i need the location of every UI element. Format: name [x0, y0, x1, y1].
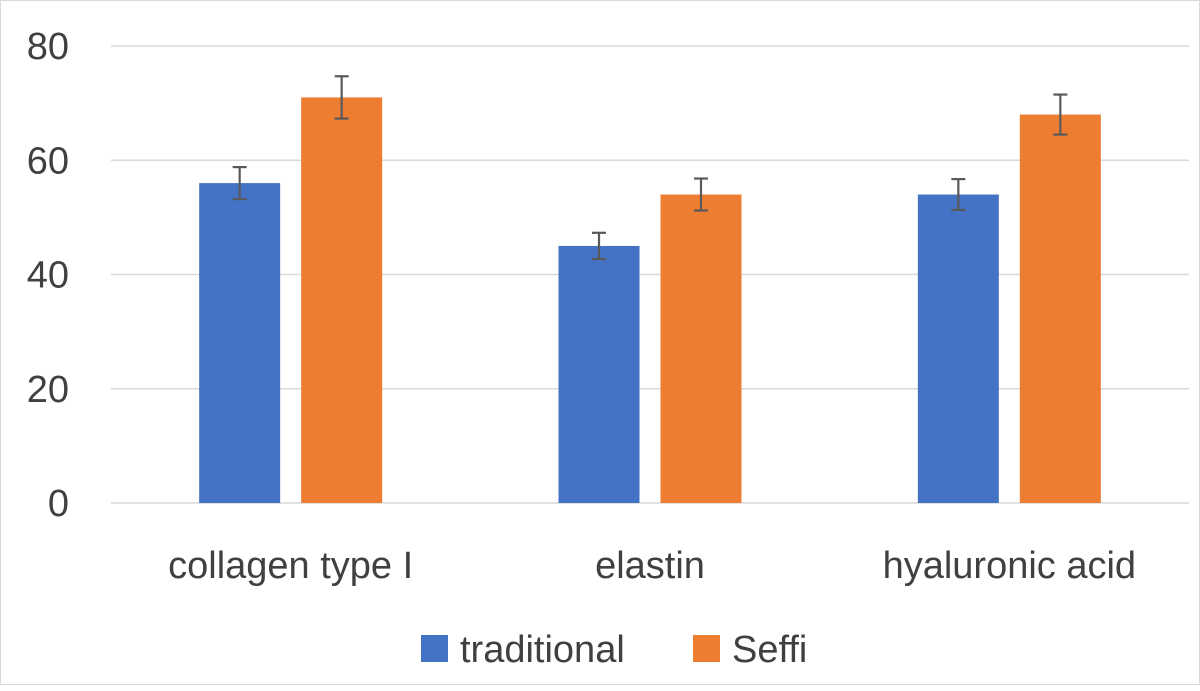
- error-bar-seffi-2: [1053, 93, 1068, 136]
- bars: [199, 97, 1101, 504]
- y-axis-ticks: 0 20 40 60 80: [27, 26, 69, 525]
- bar-traditional-0: [199, 183, 281, 503]
- bar-traditional-2: [917, 194, 999, 503]
- y-tick-label: 60: [27, 140, 69, 182]
- error-bar-traditional-2: [951, 178, 966, 212]
- legend-label: Seffi: [732, 629, 807, 671]
- gridlines: [111, 45, 1189, 504]
- category-label: hyaluronic acid: [883, 545, 1136, 587]
- y-tick-label: 40: [27, 255, 69, 297]
- bar-seffi-2: [1019, 114, 1101, 504]
- error-bar-traditional-1: [592, 231, 606, 261]
- error-bars: [232, 75, 1068, 261]
- legend: traditional Seffi: [421, 629, 807, 671]
- x-axis-categories: collagen type I elastin hyaluronic acid: [168, 545, 1136, 587]
- category-label: collagen type I: [168, 545, 413, 587]
- category-label: elastin: [595, 545, 705, 587]
- legend-label: traditional: [460, 629, 625, 671]
- bar-traditional-1: [558, 245, 640, 503]
- legend-swatch: [421, 635, 448, 662]
- error-bar-seffi-1: [694, 177, 708, 212]
- y-tick-label: 20: [27, 369, 69, 411]
- bar-seffi-0: [301, 97, 383, 503]
- error-bar-traditional-0: [232, 166, 247, 201]
- y-tick-label: 0: [48, 483, 69, 525]
- bar-seffi-1: [660, 194, 742, 503]
- legend-item-seffi: Seffi: [693, 629, 807, 671]
- error-bar-seffi-0: [334, 75, 349, 120]
- y-tick-label: 80: [27, 26, 69, 68]
- legend-swatch: [693, 635, 720, 662]
- legend-item-traditional: traditional: [421, 629, 625, 671]
